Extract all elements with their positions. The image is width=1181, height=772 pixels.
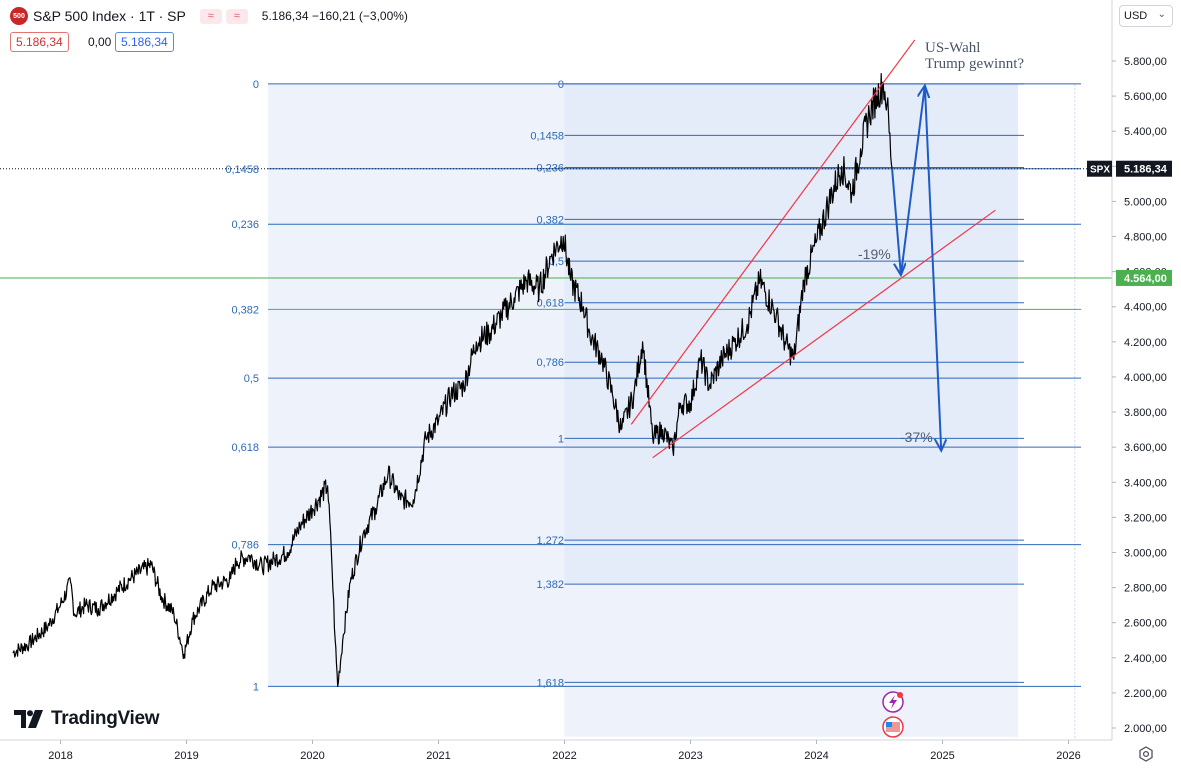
horizontal-line-tag-label: 4.564,00 xyxy=(1124,273,1167,285)
channel-upper-line[interactable] xyxy=(630,39,916,425)
sp500-logo-icon: 500 xyxy=(10,7,28,25)
y-tick-label: 3.800,00 xyxy=(1124,407,1167,419)
y-tick-label: 3.400,00 xyxy=(1124,477,1167,489)
time-axis-bg xyxy=(0,740,1112,772)
symbol-tag-label: SPX xyxy=(1090,165,1110,176)
symbol-header: 500 S&P 500 Index · 1T · SP ≈ ≈ 5.186,34… xyxy=(10,6,408,26)
ohlc-readout: 5.186,34 −160,21 (−3,00%) xyxy=(261,9,408,23)
y-tick-label: 5.000,00 xyxy=(1124,196,1167,208)
y-tick-label: 4.200,00 xyxy=(1124,337,1167,349)
symbol-tag xyxy=(1087,160,1112,177)
y-tick-label: 3.200,00 xyxy=(1124,512,1167,524)
fib-right-label: 1,618 xyxy=(536,677,564,689)
event-dot-icon xyxy=(897,692,903,698)
fib-right-label: 0,786 xyxy=(536,357,564,369)
fib-right-label: 0,236 xyxy=(536,163,564,175)
fib-right-label: 1,272 xyxy=(536,535,564,547)
fib-right-label: 0 xyxy=(558,79,564,91)
fib-left-label: 0,1458 xyxy=(225,164,259,176)
price-series xyxy=(12,72,893,688)
x-tick-label: 2026 xyxy=(1056,750,1080,762)
settings-gear-icon[interactable] xyxy=(1138,746,1154,762)
x-tick-label: 2018 xyxy=(48,750,72,762)
fib-left-label: 0,618 xyxy=(231,442,259,454)
y-tick-label: 5.800,00 xyxy=(1124,56,1167,68)
fib-left-label: 0,5 xyxy=(244,373,259,385)
flag-canton-icon xyxy=(886,722,892,727)
x-tick-label: 2019 xyxy=(174,750,198,762)
y-tick-label: 4.000,00 xyxy=(1124,372,1167,384)
fib-left-label: 0,382 xyxy=(231,304,259,316)
x-tick-label: 2024 xyxy=(804,750,828,762)
channel-lower-line[interactable] xyxy=(652,209,996,459)
tradingview-logo-icon xyxy=(14,710,43,728)
fib-left-label: 0 xyxy=(253,79,259,91)
projection-arrow[interactable] xyxy=(923,85,941,451)
current-price-tag[interactable] xyxy=(1116,160,1172,177)
projection-label-37: -37% xyxy=(900,429,933,445)
currency-label: USD xyxy=(1124,10,1148,22)
chevron-down-icon: ⌄ xyxy=(1157,9,1166,20)
symbol-title[interactable]: S&P 500 Index · 1T · SP xyxy=(33,8,186,24)
indicator-toggle-button[interactable]: ≈ xyxy=(225,8,248,24)
x-tick-label: 2023 xyxy=(678,750,702,762)
x-tick-label: 2020 xyxy=(300,750,324,762)
y-tick-label: 2.000,00 xyxy=(1124,723,1167,735)
fib-left-label: 1 xyxy=(253,681,259,693)
x-tick-label: 2025 xyxy=(930,750,954,762)
tradingview-logo[interactable]: TradingView xyxy=(14,708,160,730)
compare-button[interactable]: ≈ xyxy=(199,8,222,24)
price-axis-bg xyxy=(1112,0,1181,772)
price-line[interactable] xyxy=(12,72,893,688)
fib-right-label: 0,382 xyxy=(536,214,564,226)
horizontal-line-tag[interactable] xyxy=(1116,269,1172,286)
y-tick-label: 3.600,00 xyxy=(1124,442,1167,454)
lightning-icon xyxy=(889,695,897,709)
currency-select[interactable]: USD ⌄ xyxy=(1119,5,1173,27)
y-tick-label: 3.000,00 xyxy=(1124,547,1167,559)
annotation-line-2: Trump gewinnt? xyxy=(925,56,1024,72)
fib-left-label: 0,236 xyxy=(231,219,259,231)
projection-arrow[interactable] xyxy=(899,86,925,276)
y-tick-label: 5.600,00 xyxy=(1124,91,1167,103)
fib-right-zone xyxy=(564,83,1019,585)
current-price-tag-label: 5.186,34 xyxy=(1124,164,1168,176)
annotation-line-1: US-Wahl xyxy=(925,40,980,56)
fib-right-label: 1 xyxy=(558,433,564,445)
y-tick-label: 2.400,00 xyxy=(1124,653,1167,665)
buy-button[interactable]: 5.186,34 xyxy=(115,32,174,52)
y-tick-label: 2.200,00 xyxy=(1124,688,1167,700)
y-tick-label: 2.600,00 xyxy=(1124,618,1167,630)
fib-left-label: 0,786 xyxy=(231,540,259,552)
sell-button[interactable]: 5.186,34 xyxy=(10,32,69,52)
fib-right-zone-lower xyxy=(564,584,1019,737)
spread-value: 0,00 xyxy=(88,35,112,49)
fib-right-label: 0,5 xyxy=(549,256,564,268)
x-tick-label: 2022 xyxy=(552,750,576,762)
x-tick-label: 2021 xyxy=(426,750,450,762)
y-tick-label: 2.800,00 xyxy=(1124,583,1167,595)
fib-right-label: 1,382 xyxy=(536,579,564,591)
y-tick-label: 5.400,00 xyxy=(1124,126,1167,138)
tradingview-wordmark: TradingView xyxy=(51,708,160,729)
y-tick-label: 4.400,00 xyxy=(1124,302,1167,314)
y-tick-label: 4.800,00 xyxy=(1124,232,1167,244)
fib-right-label: 0,1458 xyxy=(530,130,564,142)
projection-arrow[interactable] xyxy=(891,168,901,275)
projection-label-19: -19% xyxy=(858,246,891,262)
fib-left-zone xyxy=(268,83,565,687)
chart-background xyxy=(268,83,1076,740)
fib-right-label: 0,618 xyxy=(536,298,564,310)
